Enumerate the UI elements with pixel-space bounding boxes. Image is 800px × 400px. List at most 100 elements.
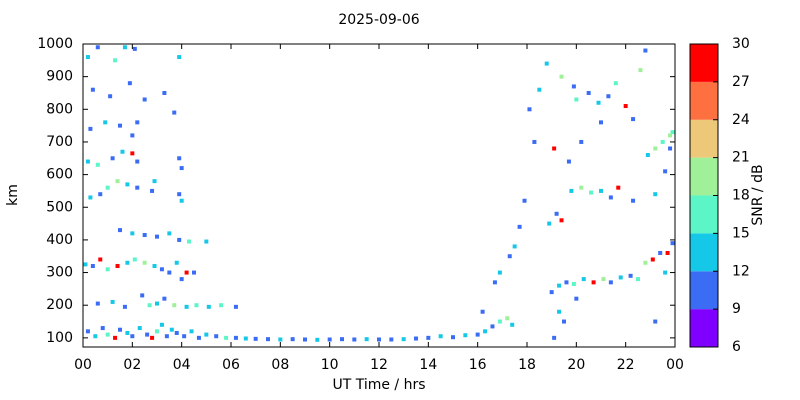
data-point xyxy=(184,270,189,275)
x-tick-label: 06 xyxy=(222,357,240,373)
colorbar-label: SNR / dB xyxy=(750,164,766,225)
data-point xyxy=(401,337,406,342)
data-point xyxy=(147,303,152,308)
colorbar-band xyxy=(690,157,718,196)
data-point xyxy=(224,335,229,340)
data-point xyxy=(643,48,648,53)
data-point xyxy=(177,237,182,242)
data-point xyxy=(581,277,586,282)
data-point xyxy=(608,280,613,285)
data-point xyxy=(554,211,559,216)
data-point xyxy=(115,179,120,184)
data-point xyxy=(636,277,640,282)
data-point xyxy=(475,332,480,337)
colorbar-tick-label: 21 xyxy=(732,150,750,166)
data-point xyxy=(150,335,155,340)
data-point xyxy=(167,231,172,236)
data-point xyxy=(426,335,431,340)
data-point xyxy=(172,303,177,308)
colorbar-tick-label: 12 xyxy=(732,263,750,279)
data-point xyxy=(130,334,135,339)
data-point xyxy=(105,185,110,190)
data-point xyxy=(204,332,209,337)
chart-title: 2025-09-06 xyxy=(338,12,419,28)
data-point xyxy=(113,58,118,63)
data-point xyxy=(110,156,115,161)
data-point xyxy=(414,336,418,341)
data-point xyxy=(155,329,159,334)
data-point xyxy=(579,185,584,190)
y-tick-label: 600 xyxy=(46,167,73,183)
data-point xyxy=(169,327,174,332)
data-point xyxy=(628,273,633,278)
x-tick-label: 18 xyxy=(518,357,536,373)
data-point xyxy=(631,198,636,203)
data-point xyxy=(85,329,90,334)
data-point xyxy=(557,283,562,288)
data-point xyxy=(589,190,594,195)
x-tick-label: 14 xyxy=(419,357,437,373)
data-point xyxy=(574,296,579,301)
data-point xyxy=(105,267,110,272)
y-tick-label: 1000 xyxy=(37,36,73,52)
data-point xyxy=(438,334,443,339)
x-axis-label: UT Time / hrs xyxy=(332,377,425,393)
data-point xyxy=(658,250,663,255)
data-point xyxy=(125,330,130,335)
data-point xyxy=(189,329,194,334)
data-point xyxy=(90,264,95,269)
data-point xyxy=(233,304,238,309)
colorbar-band xyxy=(690,309,718,347)
data-point xyxy=(364,337,369,342)
data-point xyxy=(650,257,655,262)
data-point xyxy=(145,332,150,337)
data-point xyxy=(135,120,140,125)
data-point xyxy=(571,281,576,286)
data-point xyxy=(591,280,596,285)
data-point xyxy=(653,146,658,151)
x-tick-label: 00 xyxy=(74,357,92,373)
data-point xyxy=(569,188,574,193)
y-tick-label: 800 xyxy=(46,101,73,117)
data-point xyxy=(135,159,140,164)
data-point xyxy=(93,334,98,339)
data-point xyxy=(547,221,552,226)
data-point xyxy=(668,133,673,138)
data-point xyxy=(552,335,557,340)
data-point xyxy=(174,260,179,265)
data-point xyxy=(125,260,130,265)
data-point xyxy=(574,97,579,102)
colorbar-band xyxy=(690,271,718,310)
data-point xyxy=(510,322,515,327)
data-point xyxy=(182,334,187,339)
data-point xyxy=(377,337,381,342)
x-tick-label: 08 xyxy=(271,357,289,373)
data-point xyxy=(492,280,497,285)
data-point xyxy=(122,304,127,309)
data-point xyxy=(184,304,189,309)
data-point xyxy=(192,270,196,275)
data-point xyxy=(95,162,100,167)
data-point xyxy=(95,301,100,306)
data-point xyxy=(127,81,132,86)
data-point xyxy=(108,94,113,99)
data-point xyxy=(137,326,142,331)
data-point xyxy=(120,149,125,154)
data-point xyxy=(451,335,455,340)
colorbar-band xyxy=(690,81,718,120)
data-point xyxy=(100,326,105,331)
data-point xyxy=(177,156,182,161)
y-tick-label: 900 xyxy=(46,69,73,85)
data-point xyxy=(544,61,549,66)
x-tick-label: 00 xyxy=(666,357,684,373)
data-point xyxy=(490,324,495,329)
data-point xyxy=(562,319,566,324)
data-point xyxy=(522,198,527,203)
data-point xyxy=(643,260,648,265)
data-point xyxy=(512,244,517,249)
data-point xyxy=(315,337,320,342)
data-point xyxy=(537,87,542,92)
data-point xyxy=(557,309,562,314)
data-point xyxy=(172,110,177,115)
data-point xyxy=(179,166,184,171)
